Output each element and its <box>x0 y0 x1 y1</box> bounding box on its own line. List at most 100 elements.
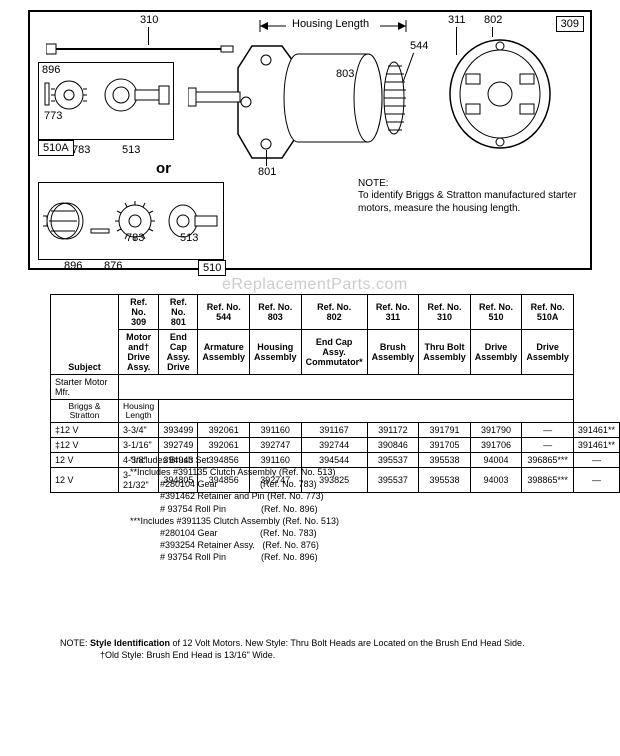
td-c: 392061 <box>198 437 250 452</box>
td-c: 392744 <box>301 437 367 452</box>
callout-783: 783 <box>72 144 90 156</box>
note-title: NOTE: <box>358 178 389 191</box>
td-mfr-span <box>119 375 574 400</box>
note-body: To identify Briggs & Stratton manufactur… <box>358 190 588 215</box>
callout-783b: 783 <box>126 232 144 244</box>
table-header-row-1: Subject Ref. No.309 Ref. No.801 Ref. No.… <box>51 295 620 330</box>
part-510a-assy <box>43 69 171 133</box>
td-v: ‡12 V <box>51 437 119 452</box>
bottom-note-l2: †Old Style: Brush End Head is 13/16" Wid… <box>60 650 275 660</box>
td-hlen: 3-3/4" <box>119 422 159 437</box>
inner-box-510 <box>38 182 224 260</box>
callout-801: 801 <box>258 166 276 178</box>
td-c: 398865*** <box>522 467 574 492</box>
th-ref-309: Ref. No.309 <box>119 295 159 330</box>
bottom-note-rest: of 12 Volt Motors. New Style: Thru Bolt … <box>170 638 525 648</box>
td-c: — <box>573 452 619 467</box>
footnote-line: # 93754 Roll Pin (Ref. No. 896) <box>130 551 339 563</box>
callout-896: 896 <box>42 64 60 76</box>
callout-803: 803 <box>336 68 354 80</box>
watermark: eReplacementParts.com <box>222 276 408 294</box>
td-c: 395538 <box>419 467 471 492</box>
td-c: 390846 <box>367 437 419 452</box>
td-c: 392747 <box>249 437 301 452</box>
td-c: 391461** <box>573 422 619 437</box>
part-endcap <box>440 34 560 154</box>
ref-box-510a: 510A <box>38 140 74 156</box>
th-ref-803: Ref. No.803 <box>249 295 301 330</box>
th-desc-544: Armature Assembly <box>198 330 250 375</box>
td-c: — <box>522 422 574 437</box>
th-ref-802: Ref. No.802 <box>301 295 367 330</box>
th-desc-803: Housing Assembly <box>249 330 301 375</box>
td-v: 12 V <box>51 452 119 467</box>
td-mfr-label: Starter Motor Mfr. <box>51 375 119 400</box>
td-c: 395538 <box>419 452 471 467</box>
diagram-frame: 309 310 Housing Length <box>28 10 592 270</box>
th-desc-311: Brush Assembly <box>367 330 419 375</box>
table-row-bs: Briggs &Stratton HousingLength <box>51 400 620 423</box>
td-bs-empty <box>159 400 574 423</box>
ref-box-510: 510 <box>198 260 226 276</box>
td-hlen: 3-1/16" <box>119 437 159 452</box>
th-desc-510a: Drive Assembly <box>522 330 574 375</box>
td-c: 391705 <box>419 437 471 452</box>
footnote-line: #280104 Gear (Ref. No. 783) <box>130 478 339 490</box>
td-c: 392749 <box>159 437 198 452</box>
footnotes: *Includes Brush Set **Includes #391135 C… <box>130 454 339 563</box>
footnote-line: *Includes Brush Set <box>130 454 339 466</box>
td-c: 94003 <box>470 467 522 492</box>
td-c: 391706 <box>470 437 522 452</box>
th-ref-510: Ref. No.510 <box>470 295 522 330</box>
part-motor-main <box>188 32 428 162</box>
th-ref-310: Ref. No.310 <box>419 295 471 330</box>
footnote-line: #393254 Retainer Assy. (Ref. No. 876) <box>130 539 339 551</box>
td-bs-hlen: HousingLength <box>119 400 159 423</box>
callout-773: 773 <box>44 110 62 122</box>
td-bs: Briggs &Stratton <box>51 400 119 423</box>
td-c: 392061 <box>198 422 250 437</box>
callout-line <box>266 150 267 166</box>
td-c: 393499 <box>159 422 198 437</box>
th-ref-801: Ref. No.801 <box>159 295 198 330</box>
housing-length-label: Housing Length <box>292 18 369 30</box>
footnote-line: #391462 Retainer and Pin (Ref. No. 773) <box>130 490 339 502</box>
callout-310: 310 <box>140 14 158 26</box>
callout-line <box>456 27 457 55</box>
td-c: 391167 <box>301 422 367 437</box>
callout-802: 802 <box>484 14 502 26</box>
th-ref-510a: Ref. No.510A <box>522 295 574 330</box>
callout-876: 876 <box>104 260 122 272</box>
bottom-note-bold: Style Identification <box>90 638 170 648</box>
th-desc-309: Motor and† Drive Assy. <box>119 330 159 375</box>
footnote-line: #280104 Gear (Ref. No. 783) <box>130 527 339 539</box>
table-row-mfr: Starter Motor Mfr. <box>51 375 620 400</box>
td-c: 395537 <box>367 452 419 467</box>
footnote-line: **Includes #391135 Clutch Assembly (Ref.… <box>130 466 339 478</box>
th-ref-544: Ref. No.544 <box>198 295 250 330</box>
th-desc-510: Drive Assembly <box>470 330 522 375</box>
td-c: 396865*** <box>522 452 574 467</box>
td-v: 12 V <box>51 467 119 492</box>
td-v: ‡12 V <box>51 422 119 437</box>
td-c: 391790 <box>470 422 522 437</box>
callout-896b: 896 <box>64 260 82 272</box>
footnote-line: # 93754 Roll Pin (Ref. No. 896) <box>130 503 339 515</box>
td-c: — <box>522 437 574 452</box>
td-c: 391461** <box>573 437 619 452</box>
th-subject: Subject <box>51 295 119 375</box>
td-c: 391160 <box>249 422 301 437</box>
footnote-line: ***Includes #391135 Clutch Assembly (Ref… <box>130 515 339 527</box>
td-c: 395537 <box>367 467 419 492</box>
bottom-note-label: NOTE: <box>60 638 90 648</box>
th-ref-311: Ref. No.311 <box>367 295 419 330</box>
td-c: — <box>573 467 619 492</box>
table-header-row-2: Motor and† Drive Assy. End Cap Assy. Dri… <box>51 330 620 375</box>
td-c: 391172 <box>367 422 419 437</box>
ref-box-309: 309 <box>556 16 584 32</box>
callout-line <box>492 27 493 37</box>
part-510-assy <box>43 189 221 255</box>
td-c: 391791 <box>419 422 471 437</box>
th-desc-801: End Cap Assy. Drive <box>159 330 198 375</box>
table-row: ‡12 V 3-3/4" 393499 392061 391160 391167… <box>51 422 620 437</box>
